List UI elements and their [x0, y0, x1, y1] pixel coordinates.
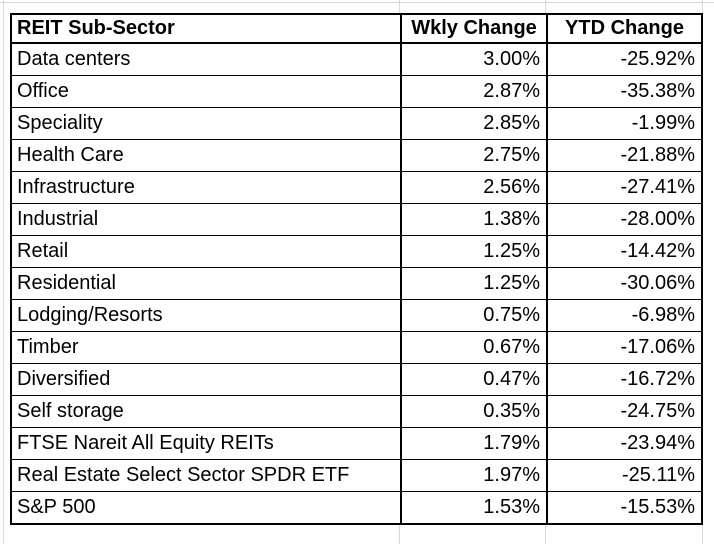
table-row: FTSE Nareit All Equity REITs 1.79% -23.9… — [10, 427, 703, 460]
wkly-change-cell: 1.97% — [400, 459, 548, 492]
wkly-change-cell: 0.47% — [400, 363, 548, 396]
wkly-change-cell: 2.56% — [400, 171, 548, 204]
ytd-change-cell: -24.75% — [546, 395, 703, 428]
table-row: Lodging/Resorts 0.75% -6.98% — [10, 299, 703, 332]
wkly-change-cell: 2.87% — [400, 75, 548, 108]
table-row: Data centers 3.00% -25.92% — [10, 42, 703, 76]
table-row: Residential 1.25% -30.06% — [10, 267, 703, 300]
sector-cell: Industrial — [10, 203, 402, 236]
column-header-ytd-change: YTD Change — [546, 13, 703, 44]
ytd-change-cell: -21.88% — [546, 139, 703, 172]
table-row: S&P 500 1.53% -15.53% — [10, 491, 703, 525]
ytd-change-cell: -1.99% — [546, 107, 703, 140]
reit-subsector-table: REIT Sub-Sector Wkly Change YTD Change D… — [10, 13, 703, 525]
sector-cell: Real Estate Select Sector SPDR ETF — [10, 459, 402, 492]
wkly-change-cell: 1.38% — [400, 203, 548, 236]
column-header-sector: REIT Sub-Sector — [10, 13, 402, 44]
sector-cell: Infrastructure — [10, 171, 402, 204]
column-header-wkly-change: Wkly Change — [400, 13, 548, 44]
ytd-change-cell: -16.72% — [546, 363, 703, 396]
sector-cell: S&P 500 — [10, 491, 402, 525]
wkly-change-cell: 1.79% — [400, 427, 548, 460]
table-row: Diversified 0.47% -16.72% — [10, 363, 703, 396]
table-row: Real Estate Select Sector SPDR ETF 1.97%… — [10, 459, 703, 492]
table-row: Infrastructure 2.56% -27.41% — [10, 171, 703, 204]
wkly-change-cell: 3.00% — [400, 42, 548, 76]
wkly-change-cell: 1.53% — [400, 491, 548, 525]
ytd-change-cell: -23.94% — [546, 427, 703, 460]
ytd-change-cell: -30.06% — [546, 267, 703, 300]
spreadsheet-gridline-vertical — [3, 0, 4, 544]
ytd-change-cell: -14.42% — [546, 235, 703, 268]
ytd-change-cell: -35.38% — [546, 75, 703, 108]
wkly-change-cell: 2.75% — [400, 139, 548, 172]
sector-cell: Timber — [10, 331, 402, 364]
wkly-change-cell: 0.35% — [400, 395, 548, 428]
sector-cell: Self storage — [10, 395, 402, 428]
table-row: Speciality 2.85% -1.99% — [10, 107, 703, 140]
wkly-change-cell: 1.25% — [400, 235, 548, 268]
table-row: Office 2.87% -35.38% — [10, 75, 703, 108]
ytd-change-cell: -25.11% — [546, 459, 703, 492]
ytd-change-cell: -28.00% — [546, 203, 703, 236]
table-header-row: REIT Sub-Sector Wkly Change YTD Change — [10, 13, 703, 44]
ytd-change-cell: -15.53% — [546, 491, 703, 525]
ytd-change-cell: -17.06% — [546, 331, 703, 364]
sector-cell: Speciality — [10, 107, 402, 140]
sector-cell: Diversified — [10, 363, 402, 396]
table-row: Health Care 2.75% -21.88% — [10, 139, 703, 172]
table-row: Retail 1.25% -14.42% — [10, 235, 703, 268]
ytd-change-cell: -25.92% — [546, 42, 703, 76]
ytd-change-cell: -6.98% — [546, 299, 703, 332]
table-row: Timber 0.67% -17.06% — [10, 331, 703, 364]
sector-cell: Data centers — [10, 42, 402, 76]
ytd-change-cell: -27.41% — [546, 171, 703, 204]
sector-cell: Lodging/Resorts — [10, 299, 402, 332]
wkly-change-cell: 2.85% — [400, 107, 548, 140]
wkly-change-cell: 1.25% — [400, 267, 548, 300]
table-row: Self storage 0.35% -24.75% — [10, 395, 703, 428]
sector-cell: Health Care — [10, 139, 402, 172]
wkly-change-cell: 0.75% — [400, 299, 548, 332]
sector-cell: Retail — [10, 235, 402, 268]
spreadsheet-gridline-horizontal — [0, 2, 714, 3]
table-row: Industrial 1.38% -28.00% — [10, 203, 703, 236]
sector-cell: Office — [10, 75, 402, 108]
sector-cell: Residential — [10, 267, 402, 300]
wkly-change-cell: 0.67% — [400, 331, 548, 364]
sector-cell: FTSE Nareit All Equity REITs — [10, 427, 402, 460]
